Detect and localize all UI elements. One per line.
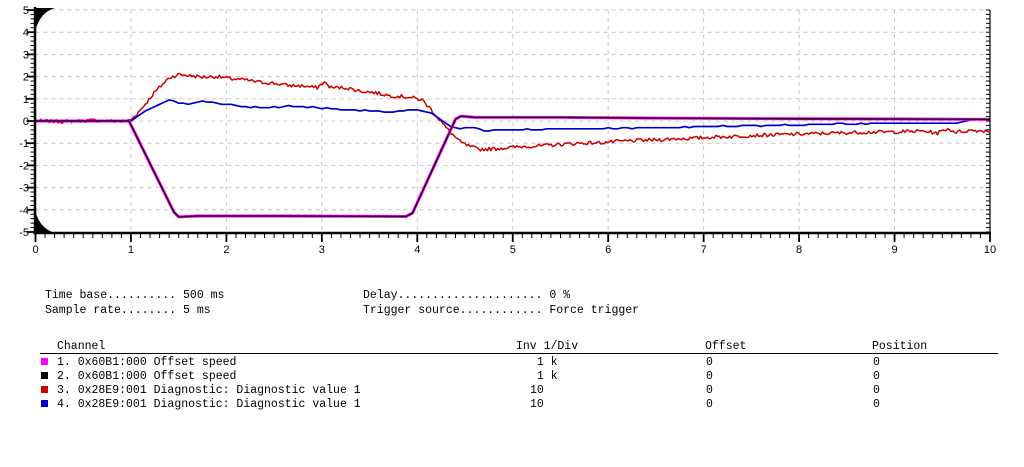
top-left-corner-marker	[35, 8, 55, 30]
x-tick-label: 7	[701, 244, 707, 256]
y-tick-label: -1	[19, 138, 29, 150]
channel-offset: 0	[706, 384, 713, 397]
x-tick-label: 1	[128, 244, 134, 256]
timebase-samplerate-text: Time base.......... 500 ms Sample rate..…	[45, 289, 225, 317]
channel-offset: 0	[706, 356, 713, 369]
y-tick-label: 5	[23, 5, 29, 17]
channel-position: 0	[873, 398, 880, 411]
channel-inv: 1 k	[530, 356, 558, 369]
y-tick-label: 4	[23, 27, 29, 39]
channel-position: 0	[873, 356, 880, 369]
x-tick-label: 0	[32, 244, 38, 256]
x-tick-label: 9	[891, 244, 897, 256]
channel-offset: 0	[706, 370, 713, 383]
channel-position: 0	[873, 370, 880, 383]
x-tick-label: 4	[414, 244, 420, 256]
channel-inv: 10	[530, 384, 544, 397]
x-tick-label: 6	[605, 244, 611, 256]
y-tick-label: 3	[23, 49, 29, 61]
channel-color-swatch	[41, 358, 48, 365]
y-tick-label: 1	[23, 94, 29, 106]
y-tick-label: 2	[23, 72, 29, 84]
channel-position: 0	[873, 384, 880, 397]
channel-channel: 4. 0x28E9:001 Diagnostic: Diagnostic val…	[57, 398, 361, 411]
y-tick-label: -5	[19, 227, 29, 239]
channel-inv: 10	[530, 398, 544, 411]
y-tick-label: -2	[19, 160, 29, 172]
table-header-channel: Channel	[57, 340, 106, 353]
table-header-offset: Offset	[705, 340, 747, 353]
y-tick-label: -4	[19, 205, 29, 217]
x-tick-label: 2	[223, 244, 229, 256]
y-tick-label: -3	[19, 183, 29, 195]
channel-channel: 2. 0x60B1:000 Offset speed	[57, 370, 237, 383]
trace-ch3-diagnostic-value-1	[35, 72, 990, 152]
x-tick-label: 3	[319, 244, 325, 256]
channel-color-swatch	[41, 372, 48, 379]
x-tick-label: 5	[510, 244, 516, 256]
channel-channel: 1. 0x60B1:000 Offset speed	[57, 356, 237, 369]
x-tick-label: 10	[984, 244, 996, 256]
y-tick-label: 0	[23, 116, 29, 128]
x-tick-label: 8	[796, 244, 802, 256]
table-header-inv-div: Inv 1/Div	[516, 340, 579, 353]
channel-channel: 3. 0x28E9:001 Diagnostic: Diagnostic val…	[57, 384, 361, 397]
trace-ch4-diagnostic-value-1	[35, 99, 990, 132]
table-header-underline	[40, 353, 998, 354]
channel-inv: 1 k	[530, 370, 558, 383]
channel-offset: 0	[706, 398, 713, 411]
trace-ch2-offset-speed	[35, 115, 991, 218]
table-header-position: Position	[872, 340, 928, 353]
channel-color-swatch	[41, 386, 48, 393]
bottom-left-corner-marker	[35, 212, 55, 233]
delay-trigger-text: Delay..................... 0 % Trigger s…	[363, 289, 640, 317]
channel-color-swatch	[41, 400, 48, 407]
